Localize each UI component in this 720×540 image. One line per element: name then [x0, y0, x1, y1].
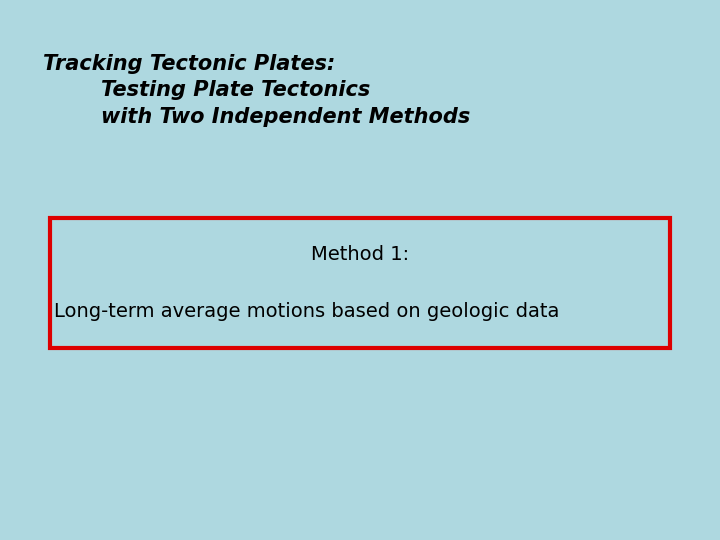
Text: Long-term average motions based on geologic data: Long-term average motions based on geolo… [54, 302, 559, 321]
Text: Method 1:: Method 1: [311, 245, 409, 264]
FancyBboxPatch shape [50, 218, 670, 348]
Text: Tracking Tectonic Plates:
        Testing Plate Tectonics
        with Two Indep: Tracking Tectonic Plates: Testing Plate … [43, 54, 470, 127]
